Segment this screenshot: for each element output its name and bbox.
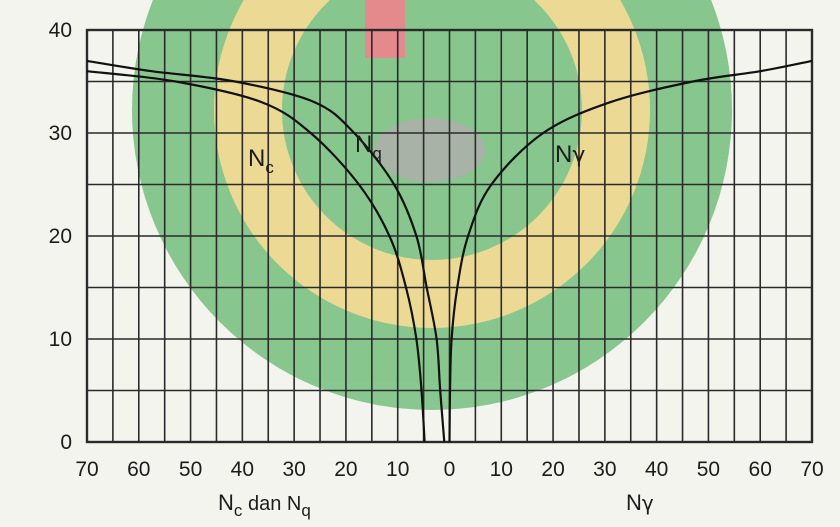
x-tick-label: 50 (179, 458, 202, 481)
y-tick-label: 20 (49, 225, 72, 248)
seal-emblem (375, 118, 485, 182)
curve-label-nq: Nq (355, 131, 382, 163)
x-tick-label: 60 (749, 458, 772, 481)
x-tick-label: 30 (593, 458, 616, 481)
curve-label-nc: Nc (248, 145, 274, 177)
x-tick-label: 70 (800, 458, 823, 481)
chart-curves (86, 59, 813, 443)
x-axis-title-left: Nc dan Nq (218, 490, 311, 520)
curve-nq (86, 59, 446, 443)
x-tick-label: 40 (231, 458, 254, 481)
x-tick-label: 0 (444, 458, 456, 481)
curve-label-ngamma: Nγ (555, 141, 585, 168)
curve-ngamma (448, 59, 813, 443)
x-tick-label: 60 (127, 458, 150, 481)
x-tick-label: 20 (541, 458, 564, 481)
y-tick-label: 30 (49, 122, 72, 145)
university-seal-watermark (132, 0, 732, 410)
y-tick-label: 0 (60, 431, 72, 454)
x-tick-label: 50 (697, 458, 720, 481)
x-tick-label: 70 (75, 458, 98, 481)
y-tick-label: 40 (49, 19, 72, 42)
x-axis-title-right: Nγ (626, 490, 654, 515)
x-tick-label: 20 (334, 458, 357, 481)
x-tick-label: 40 (645, 458, 668, 481)
x-tick-label: 10 (386, 458, 409, 481)
x-tick-label: 10 (490, 458, 513, 481)
curve-nc (86, 70, 426, 443)
y-tick-label: 10 (49, 328, 72, 351)
x-tick-label: 30 (282, 458, 305, 481)
